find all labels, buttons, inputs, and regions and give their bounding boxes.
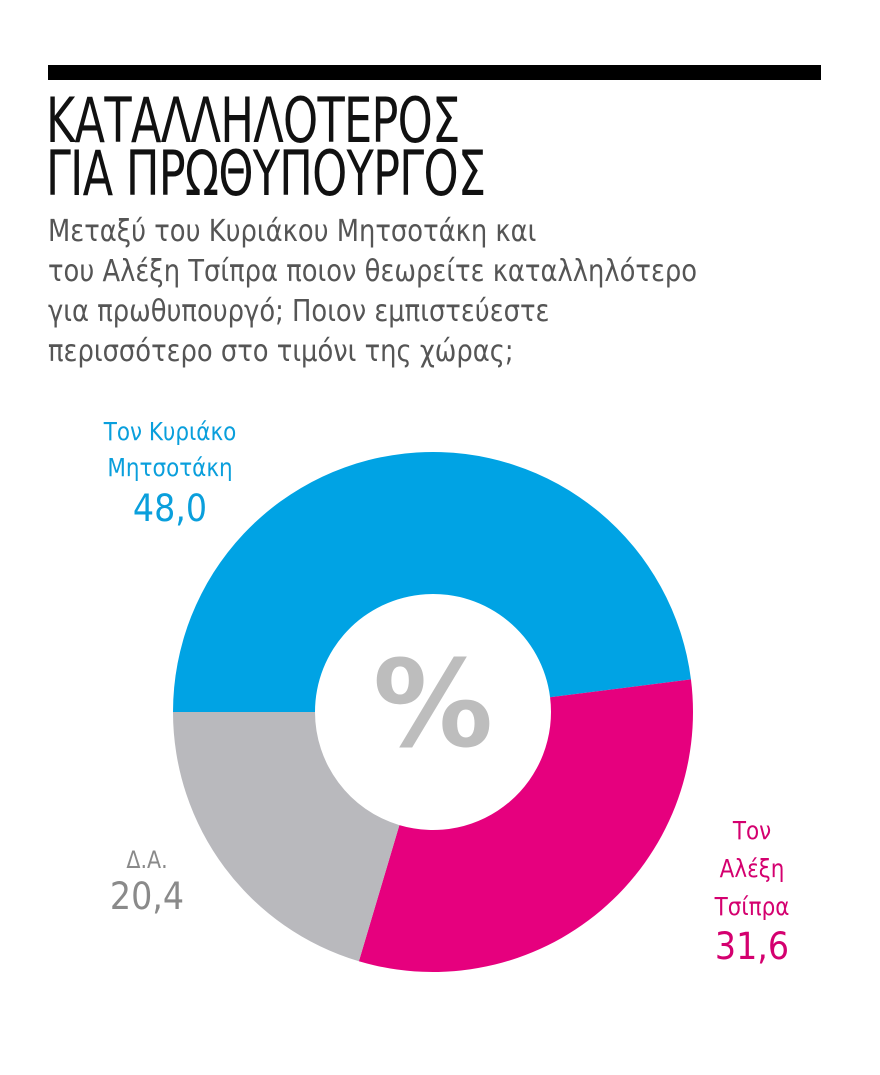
slice-value: 31,6 bbox=[714, 925, 790, 968]
chart-title: ΚΑΤΑΛΛΗΛΟΤΕΡΟΣ ΓΙΑ ΠΡΩΘΥΠΟΥΡΓΟΣ bbox=[46, 84, 486, 210]
subtitle-line-2: του Αλέξη Τσίπρα ποιον θεωρείτε καταλληλ… bbox=[48, 254, 698, 289]
slice-mitsotakis bbox=[173, 451, 691, 712]
title-line-1: ΚΑΤΑΛΛΗΛΟΤΕΡΟΣ bbox=[46, 84, 460, 157]
slice-no-answer bbox=[173, 712, 400, 962]
donut-slices bbox=[173, 451, 693, 972]
percent-symbol: % bbox=[372, 636, 494, 775]
subtitle-line-3: για πρωθυπουργό; Ποιον εμπιστεύεστε bbox=[48, 294, 550, 329]
slice-name-line: Τσίπρα bbox=[714, 892, 790, 921]
chart-subtitle: Μεταξύ του Κυριάκου Μητσοτάκη και του Αλ… bbox=[48, 212, 697, 372]
slice-name-line: Τον bbox=[732, 816, 772, 845]
slice-label-no-answer: Δ.Α. 20,4 bbox=[47, 844, 247, 918]
title-line-2: ΓΙΑ ΠΡΩΘΥΠΟΥΡΓΟΣ bbox=[46, 137, 486, 210]
slice-name-line: Δ.Α. bbox=[126, 846, 168, 874]
slice-tsipras bbox=[358, 679, 693, 972]
slice-label-mitsotakis: Τον Κυριάκο Μητσοτάκη 48,0 bbox=[70, 414, 270, 530]
slice-value: 20,4 bbox=[109, 875, 185, 918]
slice-name-line: Μητσοτάκη bbox=[107, 453, 233, 482]
top-rule bbox=[48, 65, 821, 80]
subtitle-line-4: περισσότερο στο τιμόνι της χώρας; bbox=[48, 334, 514, 369]
slice-label-tsipras: Τον Αλέξη Τσίπρα 31,6 bbox=[652, 812, 852, 968]
slice-name-line: Τον Κυριάκο bbox=[103, 417, 237, 446]
subtitle-line-1: Μεταξύ του Κυριάκου Μητσοτάκη και bbox=[48, 214, 537, 249]
slice-name-line: Αλέξη bbox=[719, 854, 785, 883]
slice-value: 48,0 bbox=[132, 487, 208, 530]
